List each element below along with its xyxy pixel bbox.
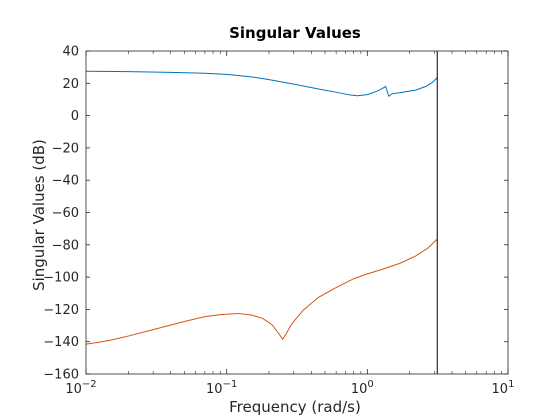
chart-title: Singular Values [229,24,361,42]
y-tick-label: −120 [43,303,79,318]
y-tick-label: −160 [43,368,79,383]
y-tick-label: 0 [71,109,79,124]
y-tick-label: −20 [52,141,79,156]
y-tick-label: −100 [43,271,79,286]
y-tick-label: −60 [52,206,79,221]
y-axis-label: Singular Values (dB) [30,139,48,291]
series-line-2 [86,238,438,345]
y-tick-label: −40 [52,174,79,189]
y-tick-label: 40 [62,45,79,60]
plot-area [86,51,508,374]
y-tick-label: −140 [43,335,79,350]
y-tick-label: −80 [52,238,79,253]
y-tick-label: 20 [62,77,79,92]
series-line-1 [86,70,438,98]
x-axis-label: Frequency (rad/s) [229,398,361,416]
